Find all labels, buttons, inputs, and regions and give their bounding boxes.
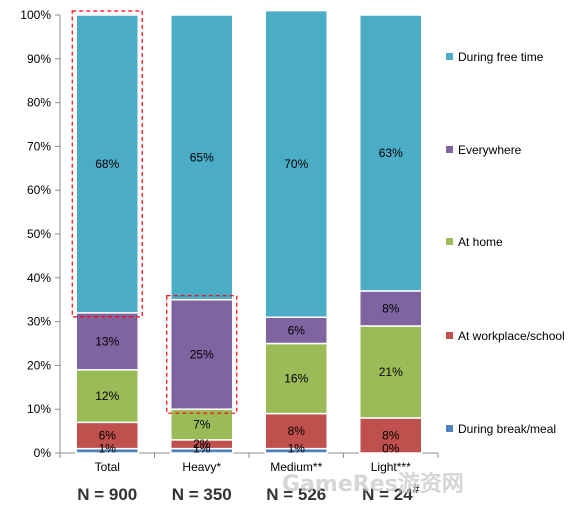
legend-label: During break/meal <box>458 422 556 436</box>
data-label: 8% <box>382 428 400 442</box>
data-label: 2% <box>193 437 211 451</box>
legend-label: At workplace/school <box>458 329 565 343</box>
data-label: 7% <box>193 418 211 432</box>
data-label: 13% <box>95 334 119 348</box>
x-tick-label: Medium** <box>270 460 322 474</box>
data-label: 12% <box>95 389 119 403</box>
bar-segment <box>75 14 139 314</box>
data-label: 1% <box>288 442 306 456</box>
data-label: 6% <box>288 323 306 337</box>
data-label: 6% <box>99 428 117 442</box>
legend-swatch <box>446 53 453 60</box>
bar-segment <box>75 421 139 450</box>
legend-swatch <box>446 238 453 245</box>
highlight-box <box>71 10 143 318</box>
y-tick-label: 80% <box>27 96 51 110</box>
x-tick-label: Total <box>95 460 120 474</box>
bar-segment <box>264 316 328 345</box>
sample-size-label: N = 526 <box>266 485 326 504</box>
data-label: 1% <box>99 442 117 456</box>
axes: 0% 10% 20% 30% 40% 50% 60% 70% 80% 90% 100% <box>20 8 439 460</box>
bar-segment <box>359 417 423 454</box>
sample-size-footnote: # <box>413 482 420 496</box>
sample-size-label: N = 350 <box>172 485 232 504</box>
sample-size-value: N = 350 <box>172 485 232 504</box>
y-tick-label: 60% <box>27 183 51 197</box>
data-label: 70% <box>284 157 308 171</box>
bars <box>75 9 423 454</box>
sample-size-label: N = 24# <box>362 482 420 504</box>
sample-size-label: N = 900 <box>77 485 137 504</box>
legend-label: At home <box>458 235 503 249</box>
bar-segment <box>170 298 234 410</box>
data-label: 8% <box>288 424 306 438</box>
bar-segment <box>75 369 139 424</box>
bar-segment <box>264 342 328 415</box>
bar-segment <box>359 325 423 419</box>
data-label: 8% <box>382 301 400 315</box>
y-tick-label: 50% <box>27 227 51 241</box>
legend-swatch <box>446 425 453 432</box>
bar-segment <box>170 14 234 301</box>
sample-size-value: N = 900 <box>77 485 137 504</box>
x-tick-label: Light*** <box>371 460 411 474</box>
legend-label: Everywhere <box>458 143 522 157</box>
sample-size-labels: N = 900 N = 350 N = 526 N = 24# <box>77 482 419 504</box>
bar-segment <box>359 14 423 292</box>
y-tick-label: 30% <box>27 315 51 329</box>
legend: During free time Everywhere At home At work… <box>446 50 565 436</box>
sample-size-value: N = 24 <box>362 485 413 504</box>
data-label: 63% <box>379 146 403 160</box>
bar-segment <box>264 9 328 318</box>
y-tick-label: 0% <box>34 446 52 460</box>
sample-size-value: N = 526 <box>266 485 326 504</box>
y-tick-label: 40% <box>27 271 51 285</box>
highlight-box <box>166 295 238 414</box>
legend-swatch <box>446 332 453 339</box>
x-tick-label: Heavy* <box>182 460 221 474</box>
data-label: 68% <box>95 157 119 171</box>
y-tick-label: 100% <box>20 8 51 22</box>
highlight-boxes <box>71 10 238 414</box>
watermark: GameRes游资网 <box>282 471 464 497</box>
x-axis-labels: Total Heavy* Medium** Light*** <box>95 460 412 474</box>
data-label: 21% <box>379 365 403 379</box>
data-label: 0% <box>382 442 400 456</box>
y-tick-label: 90% <box>27 52 51 66</box>
y-tick-label: 20% <box>27 358 51 372</box>
legend-swatch <box>446 146 453 153</box>
data-label: 65% <box>190 150 214 164</box>
segment-labels: 1%6%12%13%68%1%2%7%25%65%1%8%16%6%70%0%8… <box>95 146 403 456</box>
data-label: 16% <box>284 372 308 386</box>
data-label: 1% <box>193 442 211 456</box>
data-label: 25% <box>190 347 214 361</box>
y-tick-label: 70% <box>27 139 51 153</box>
legend-label: During free time <box>458 50 544 64</box>
y-tick-label: 10% <box>27 402 51 416</box>
bar-segment <box>170 408 234 441</box>
